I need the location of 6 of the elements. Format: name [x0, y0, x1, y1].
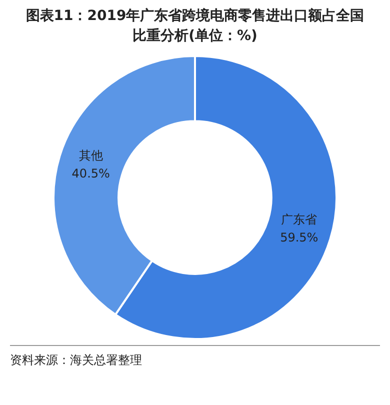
slice-label: 广东省 [281, 212, 318, 227]
data-label: 59.5% [280, 230, 318, 245]
chart-title: 图表11：2019年广东省跨境电商零售进出口额占全国比重分析(单位：%) [24, 6, 366, 46]
text: 资料来源：海关总署整理 [10, 352, 142, 369]
data-label: 40.5% [72, 166, 110, 181]
slice-label: 其他 [78, 148, 103, 163]
